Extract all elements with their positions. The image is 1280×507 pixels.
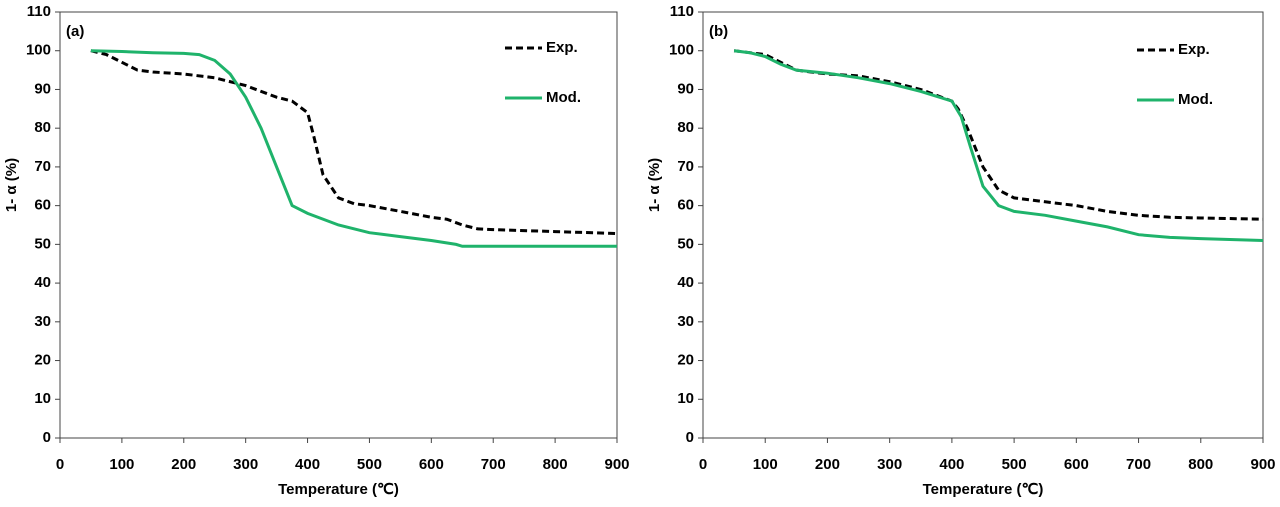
- y-tick-label: 0: [43, 429, 51, 446]
- y-tick-label: 70: [677, 158, 694, 175]
- panel-label: (b): [709, 23, 728, 40]
- legend-label: Exp.: [546, 39, 578, 56]
- y-tick-label: 30: [677, 313, 694, 330]
- x-tick-label: 900: [1250, 456, 1275, 473]
- y-tick-label: 60: [34, 197, 51, 214]
- data-line: [733, 49, 1264, 242]
- x-axis-title: Temperature (℃): [923, 481, 1044, 498]
- data-line: [90, 49, 618, 235]
- x-tick-label: 200: [815, 456, 840, 473]
- x-tick-label: 500: [357, 456, 382, 473]
- y-tick-label: 90: [34, 80, 51, 97]
- x-tick-label: 800: [543, 456, 568, 473]
- y-axis-title: 1- α (%): [3, 158, 20, 212]
- y-tick-label: 30: [34, 313, 51, 330]
- x-tick-label: 100: [109, 456, 134, 473]
- y-tick-label: 110: [670, 3, 694, 20]
- y-tick-label: 100: [669, 42, 694, 59]
- x-tick-label: 600: [1064, 456, 1089, 473]
- y-tick-label: 60: [677, 197, 694, 214]
- plot-frame: [702, 11, 1264, 439]
- x-tick-label: 400: [939, 456, 964, 473]
- x-tick-label: 800: [1188, 456, 1213, 473]
- x-tick-label: 100: [753, 456, 778, 473]
- x-tick-label: 300: [233, 456, 258, 473]
- x-tick-label: 700: [481, 456, 506, 473]
- y-tick-label: 80: [677, 119, 694, 136]
- y-tick-label: 10: [34, 390, 51, 407]
- y-axis-title: 1- α (%): [646, 158, 663, 212]
- y-tick-label: 50: [34, 235, 51, 252]
- y-tick-label: 0: [686, 429, 694, 446]
- y-tick-label: 110: [27, 3, 51, 20]
- legend-label: Exp.: [1178, 41, 1210, 58]
- y-tick-label: 50: [677, 235, 694, 252]
- x-tick-label: 600: [419, 456, 444, 473]
- panel-label: (a): [66, 23, 84, 40]
- y-tick-label: 20: [34, 352, 51, 369]
- x-tick-label: 200: [171, 456, 196, 473]
- x-tick-label: 700: [1126, 456, 1151, 473]
- x-tick-label: 0: [699, 456, 707, 473]
- data-line: [733, 49, 1264, 221]
- y-tick-label: 40: [677, 274, 694, 291]
- x-axis-title: Temperature (℃): [278, 481, 399, 498]
- y-tick-label: 20: [677, 352, 694, 369]
- y-tick-label: 80: [34, 119, 51, 136]
- plot-frame: [59, 11, 618, 439]
- y-tick-label: 100: [26, 42, 51, 59]
- legend-label: Mod.: [1178, 91, 1213, 108]
- y-tick-label: 10: [677, 390, 694, 407]
- legend-label: Mod.: [546, 89, 581, 106]
- y-tick-label: 40: [34, 274, 51, 291]
- x-tick-label: 300: [877, 456, 902, 473]
- y-tick-label: 70: [34, 158, 51, 175]
- x-tick-label: 400: [295, 456, 320, 473]
- y-tick-label: 90: [677, 80, 694, 97]
- x-tick-label: 0: [56, 456, 64, 473]
- x-tick-label: 500: [1002, 456, 1027, 473]
- x-tick-label: 900: [604, 456, 629, 473]
- data-line: [90, 49, 617, 248]
